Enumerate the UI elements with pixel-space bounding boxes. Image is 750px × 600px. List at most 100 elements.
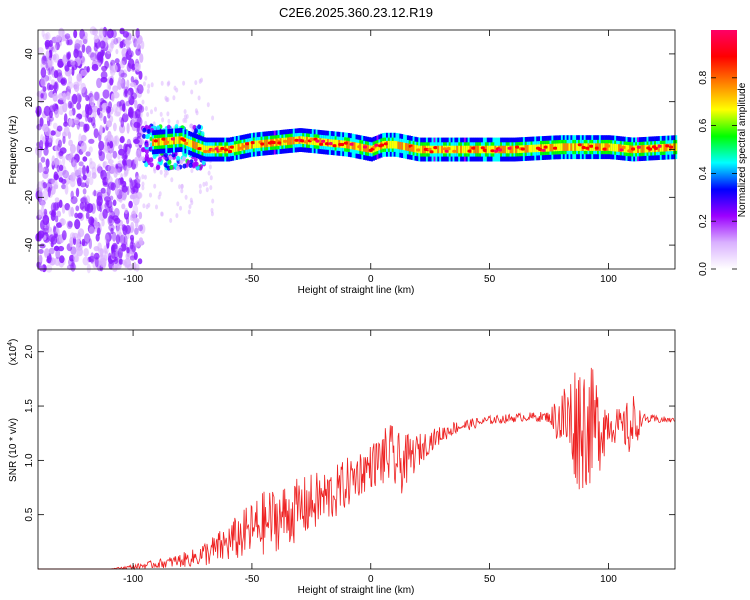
spectrogram-cell [194,161,199,167]
spectrogram-cell [465,145,468,154]
spectrogram-cell [106,28,114,39]
spectrogram-cell [328,142,333,146]
spectrogram-cell [86,106,93,116]
spectrogram-cell [207,145,210,154]
spectrogram-cell [241,144,246,148]
spectrogram-cell [405,143,408,151]
spectrogram-cell [251,141,254,149]
spectrogram-cell [125,159,133,169]
spectrogram-cell [541,148,546,152]
spectrogram-cell [204,181,208,187]
spectrogram-cell [66,39,70,46]
spectrogram-cell [116,225,122,236]
spectrogram-cell [112,199,117,207]
spectrogram-cell [669,145,674,149]
spectrogram-cell [126,122,130,134]
spectrogram-cell [157,138,160,146]
spectrogram-cell [58,105,64,116]
spectrogram-cell [513,145,516,154]
spectrogram-cell [169,164,174,170]
spectrogram-cell [35,105,42,116]
colorbar-ticks: 0.0 0.2 0.4 0.6 0.8 [698,70,737,276]
spectrogram-cell [78,133,82,144]
spectrogram-cell [53,70,59,79]
spectrogram-cell [454,145,457,154]
spectrogram-cell [266,139,269,148]
spectrogram-cell [144,153,149,159]
spectrogram-cell [126,47,132,56]
spectrogram-cell [83,123,88,133]
spectrogram-cell [173,162,178,168]
spectrogram-cell [195,142,198,150]
spectrogram-cell [58,150,64,156]
spectrogram-cell [147,83,151,89]
spectrogram-cell [517,145,520,154]
spectrogram-cell [103,245,107,254]
spectrogram-cell [58,164,64,171]
spectrogram-cell [116,80,123,90]
spectrogram-cell [121,113,129,123]
spectrogram-cell [406,143,410,151]
spectrogram-cell [636,145,642,149]
spectrogram-cell [120,72,128,78]
spectrogram-cell [138,237,144,246]
spectrogram-cell [184,194,188,200]
spectrogram-cell [60,218,64,226]
spectrogram-cell [570,143,573,151]
spectrogram-ylabel: Frequency (Hz) [8,116,19,185]
spectrogram-cell [422,145,425,154]
spectrogram-cell [47,68,51,76]
spectrogram-cell [60,178,67,185]
spectrogram-cell [38,249,44,254]
spectrogram-cell [88,216,95,226]
spectrogram-cell [166,97,170,103]
spectrogram-cell [136,132,142,138]
spectrogram-cell [631,147,636,151]
spectrogram-cell [340,142,345,147]
spectrogram-cell [85,95,90,102]
spectrogram-cell [70,60,76,66]
spectrogram-cell [202,181,206,187]
spectrogram-cell [42,86,47,92]
spectrogram-cell [45,140,50,149]
spectrogram-cell [118,76,122,84]
spectrogram-cell [166,111,170,117]
spectrogram-cell [93,189,97,197]
spectrogram-cell [585,146,590,150]
spectrogram-cell [75,243,83,251]
spectrogram-cell [169,218,173,223]
spectrogram-cell [144,162,149,168]
spectrogram-cell [665,144,670,148]
spectrogram-cell [175,213,179,219]
spectrogram-cell [99,124,103,136]
spectrogram-cell [169,137,172,145]
spectrogram-cell [403,142,406,151]
spectrogram-cell [73,29,78,39]
spectrogram-cell [635,145,638,154]
spectrogram-cell [194,108,198,114]
spectrogram-cell [119,41,124,49]
spectrogram-cell [206,102,210,108]
spectrogram-cell [38,167,45,173]
spectrogram-cell [56,210,62,218]
spectrogram-cell [667,143,670,152]
spectrogram-cell [129,179,133,190]
spectrogram-cell [67,81,74,90]
spectrogram-cell [155,165,160,171]
spectrogram-cell [119,177,124,186]
spectrogram-cell [134,63,140,70]
spectrogram-cell [111,249,116,259]
spectrogram-cell [167,159,172,165]
snr-series-line [38,367,676,571]
spectrogram-cell [462,145,465,154]
spectrogram-cell [36,123,42,131]
spectrogram-cell [39,196,43,203]
spectrogram-cell [182,138,187,142]
spectrogram-cell [82,156,88,162]
spectrogram-cell [526,145,529,153]
spectrogram-cell [111,231,117,242]
spectrogram-cell [159,111,163,117]
snr-ylabel: SNR (10 * v/v) [8,418,19,482]
spectrogram-cell [47,57,54,68]
spectrogram-cell [161,117,165,123]
